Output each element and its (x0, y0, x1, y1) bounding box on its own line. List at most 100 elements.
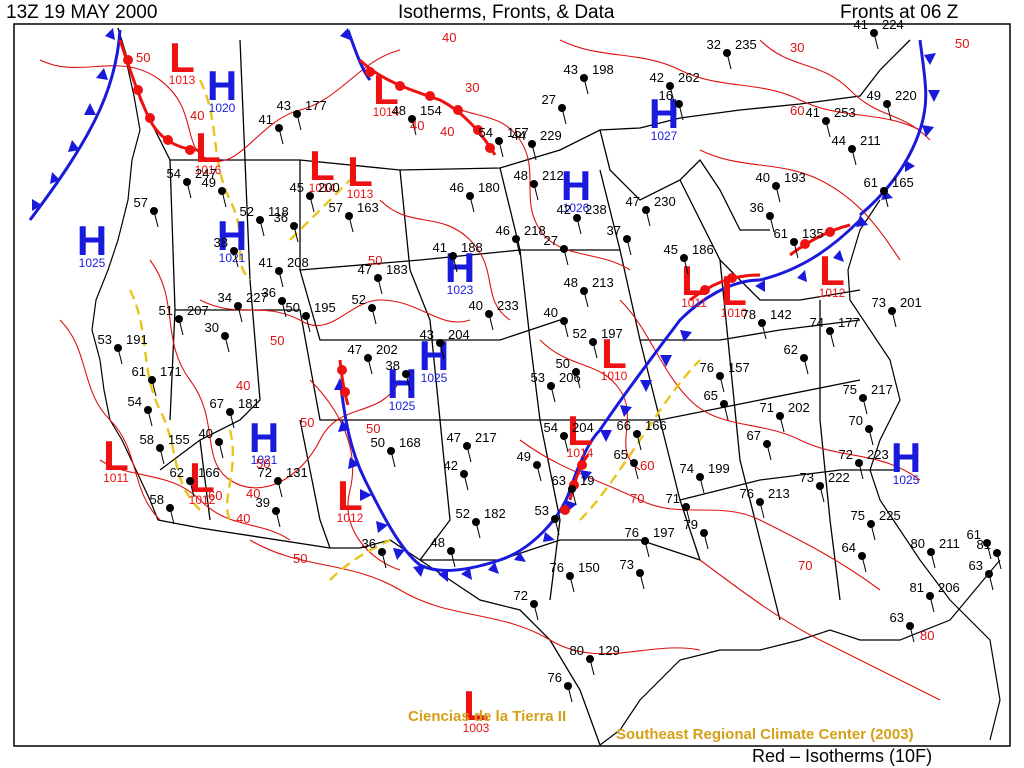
station-pressure: 204 (572, 420, 594, 435)
station-plot: 49 (202, 175, 227, 208)
station-pressure: 150 (578, 560, 600, 575)
station-plot: 52 (352, 292, 377, 325)
station-temp: 32 (707, 37, 721, 52)
station-temp: 27 (544, 233, 558, 248)
station-temp: 42 (650, 70, 664, 85)
station-plot: 42 (444, 458, 469, 491)
station-temp: 74 (680, 461, 694, 476)
station-pressure: 197 (653, 525, 675, 540)
pressure-value: 1013 (347, 187, 374, 201)
station-plot: 41 253 (806, 105, 856, 138)
station-temp: 45 (664, 242, 678, 257)
isotherms (39, 39, 941, 701)
station-marker (623, 235, 631, 243)
station-marker (564, 682, 572, 690)
station-temp: 57 (134, 195, 148, 210)
station-temp: 71 (666, 491, 680, 506)
station-marker (865, 425, 873, 433)
station-temp: 41 (433, 240, 447, 255)
station-marker (221, 332, 229, 340)
station-plot: 73 201 (872, 295, 922, 328)
station-pressure: 207 (187, 303, 209, 318)
isotherm-label: 60 (640, 458, 654, 473)
station-pressure: 206 (938, 580, 960, 595)
station-temp: 72 (839, 447, 853, 462)
pressure-value: 1012 (819, 286, 846, 300)
station-pressure: 197 (601, 326, 623, 341)
station-plot: 54 204 (544, 420, 594, 453)
legend-isotherms: Red – Isotherms (10F) (752, 746, 933, 766)
pressure-value: 1025 (893, 473, 920, 487)
pressure-value: 1021 (251, 453, 278, 467)
station-marker (883, 100, 891, 108)
station-marker (436, 339, 444, 347)
station-marker (858, 552, 866, 560)
station-marker (580, 74, 588, 82)
station-plot: 50 195 (286, 300, 336, 333)
isotherm-label: 50 (300, 415, 314, 430)
isotherm-label: 40 (410, 118, 424, 133)
station-marker (641, 537, 649, 545)
station-pressure: 142 (770, 307, 792, 322)
station-plot: 63 (890, 610, 915, 643)
station-temp: 63 (552, 473, 566, 488)
pressure-value: 1014 (567, 446, 594, 460)
station-temp: 54 (167, 166, 181, 181)
station-pressure: 224 (882, 17, 904, 32)
station-temp: 62 (170, 465, 184, 480)
station-pressure: 204 (448, 327, 470, 342)
station-marker (495, 137, 503, 145)
station-pressure: 198 (592, 62, 614, 77)
station-plot: 53 206 (531, 370, 581, 403)
station-marker (630, 459, 638, 467)
station-marker (566, 572, 574, 580)
station-temp: 41 (259, 255, 273, 270)
station-temp: 49 (202, 175, 216, 190)
station-plot: 61 171 (132, 364, 182, 397)
station-temp: 43 (277, 98, 291, 113)
pressure-letter: H (77, 217, 107, 264)
station-plot: 50 (556, 356, 581, 389)
station-pressure: 163 (357, 200, 379, 215)
isotherm-label: 50 (293, 551, 307, 566)
station-temp: 64 (842, 540, 856, 555)
station-marker (772, 182, 780, 190)
station-temp: 50 (556, 356, 570, 371)
station-temp: 38 (214, 235, 228, 250)
pressure-letter: L (373, 66, 399, 113)
station-temp: 65 (614, 447, 628, 462)
station-pressure: 195 (314, 300, 336, 315)
station-plot: 16 (659, 88, 684, 121)
station-temp: 41 (854, 17, 868, 32)
pressure-letter: H (445, 244, 475, 291)
station-marker (256, 216, 264, 224)
station-marker (460, 470, 468, 478)
station-plot: 62 (784, 342, 809, 375)
pressure-value: 1012 (337, 511, 364, 525)
time-label: 13Z 19 MAY 2000 (6, 2, 158, 23)
station-temp: 39 (256, 495, 270, 510)
station-pressure: 183 (386, 262, 408, 277)
station-temp: 48 (564, 275, 578, 290)
isotherm-label: 40 (236, 378, 250, 393)
station-plot: 62 166 (170, 465, 220, 498)
isotherm-label: 70 (798, 558, 812, 573)
station-plot: 47 217 (447, 430, 497, 463)
station-temp: 41 (806, 105, 820, 120)
station-marker (560, 245, 568, 253)
pressure-value: 1011 (681, 296, 707, 310)
pressure-value: 1011 (103, 471, 129, 485)
isotherm-label: 50 (136, 50, 150, 65)
station-temp: 34 (218, 290, 232, 305)
station-temp: 73 (872, 295, 886, 310)
pressure-value: 1003 (463, 721, 490, 735)
pressure-value: 1021 (219, 251, 246, 265)
station-temp: 47 (358, 262, 372, 277)
isotherm-label: 50 (366, 421, 380, 436)
station-plot: 41 (259, 112, 284, 145)
station-marker (572, 368, 580, 376)
station-plot: 76 213 (740, 486, 790, 519)
